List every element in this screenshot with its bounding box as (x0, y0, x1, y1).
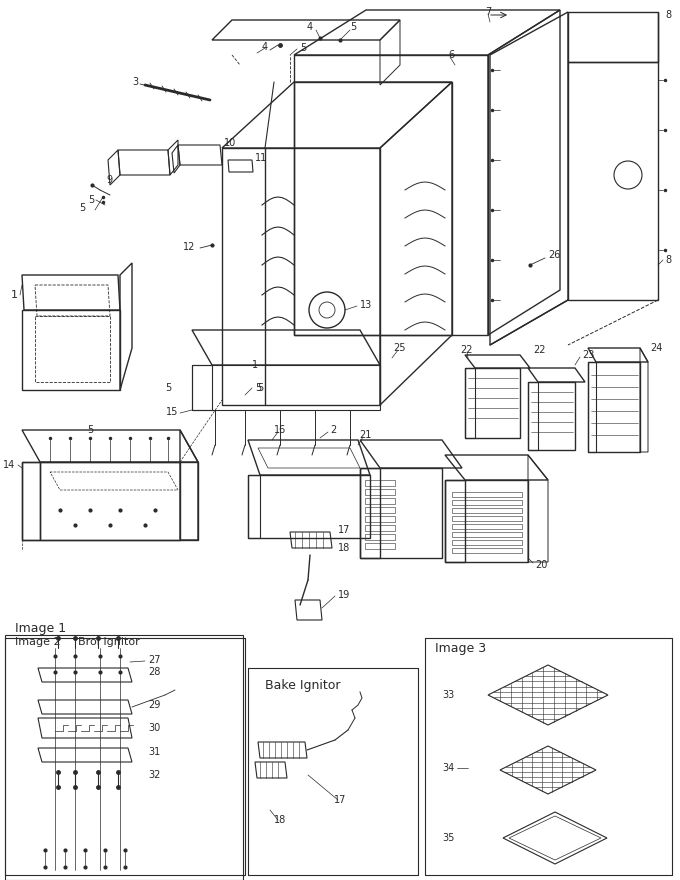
Text: 23: 23 (582, 350, 594, 360)
Text: 2: 2 (330, 425, 336, 435)
Text: 31: 31 (148, 747, 160, 757)
Text: 6: 6 (448, 50, 454, 60)
Text: 20: 20 (535, 560, 547, 570)
Text: Bake Ignitor: Bake Ignitor (265, 678, 341, 692)
Text: 30: 30 (148, 723, 160, 733)
Text: Image 1: Image 1 (15, 621, 66, 634)
Text: 5: 5 (165, 383, 171, 393)
Text: 17: 17 (334, 795, 346, 805)
Text: 4: 4 (307, 22, 313, 32)
Text: 18: 18 (274, 815, 286, 825)
Text: 25: 25 (394, 343, 406, 353)
Text: 22: 22 (534, 345, 546, 355)
Text: 18: 18 (338, 543, 350, 553)
Bar (5, 635, 243, 880)
Text: 5: 5 (88, 195, 94, 205)
Text: 15: 15 (166, 407, 178, 417)
Text: 5: 5 (255, 383, 261, 393)
Text: 27: 27 (148, 655, 160, 665)
Text: 22: 22 (461, 345, 473, 355)
Text: 5: 5 (257, 383, 263, 393)
Text: 14: 14 (3, 460, 15, 470)
Text: 17: 17 (338, 525, 350, 535)
Text: 5: 5 (79, 203, 85, 213)
Text: 3: 3 (132, 77, 138, 87)
Text: 26: 26 (548, 250, 560, 260)
Text: 35: 35 (443, 833, 455, 843)
Text: 12: 12 (183, 242, 195, 252)
Text: 29: 29 (148, 700, 160, 710)
Text: 13: 13 (360, 300, 372, 310)
Text: 8: 8 (665, 10, 671, 20)
Text: 11: 11 (255, 153, 267, 163)
Text: 28: 28 (148, 667, 160, 677)
Text: 5: 5 (350, 22, 356, 32)
Text: 9: 9 (106, 175, 112, 185)
Text: 1: 1 (252, 360, 258, 370)
Text: Image 3: Image 3 (435, 642, 486, 655)
Text: 32: 32 (148, 770, 160, 780)
Text: 16: 16 (274, 425, 286, 435)
Text: Image 2: Image 2 (15, 637, 61, 647)
Text: 4: 4 (262, 42, 268, 52)
Text: 19: 19 (338, 590, 350, 600)
Text: 5: 5 (87, 425, 93, 435)
Text: 10: 10 (224, 138, 236, 148)
Text: 33: 33 (443, 690, 455, 700)
Text: Broi Ignitor: Broi Ignitor (78, 637, 140, 647)
Text: 1: 1 (11, 290, 18, 300)
Text: 24: 24 (650, 343, 662, 353)
Text: 7: 7 (485, 7, 491, 17)
Text: 8: 8 (665, 255, 671, 265)
Text: 5: 5 (300, 43, 306, 53)
Text: 34: 34 (443, 763, 455, 773)
Text: 21: 21 (359, 430, 371, 440)
